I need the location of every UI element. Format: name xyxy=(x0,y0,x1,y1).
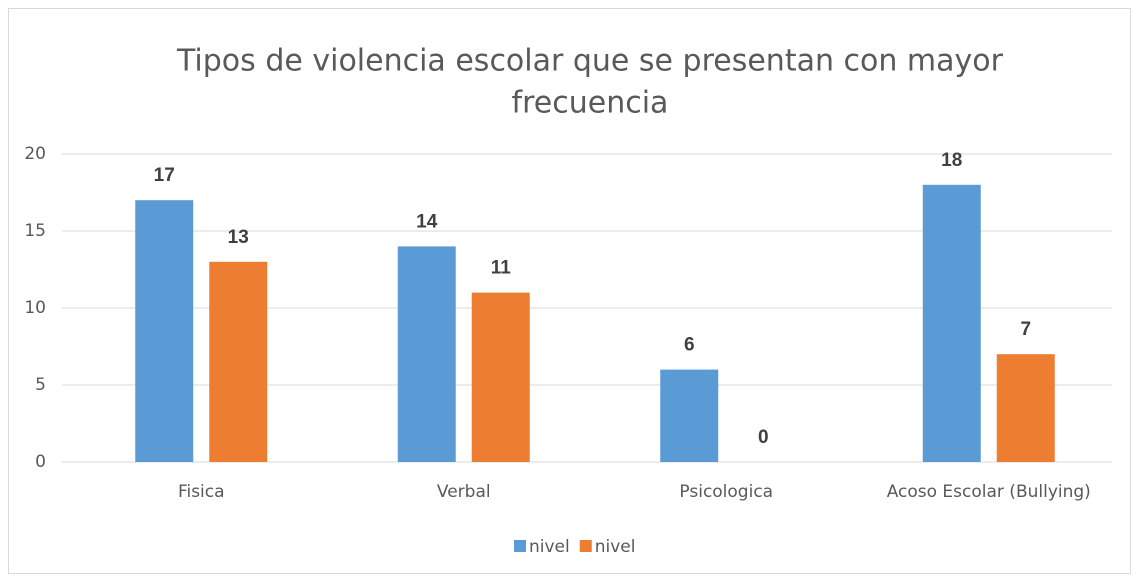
x-tick-label: Acoso Escolar (Bullying) xyxy=(887,482,1091,502)
x-tick-label: Verbal xyxy=(437,482,491,502)
legend-swatch xyxy=(514,540,526,552)
x-tick-label: Psicologica xyxy=(679,482,773,502)
legend-label: nivel xyxy=(529,537,570,557)
y-tick-label: 5 xyxy=(35,375,46,395)
bar xyxy=(471,292,530,462)
value-label: 13 xyxy=(228,227,249,248)
x-tick-label: Fisica xyxy=(178,482,225,502)
bar xyxy=(209,261,268,462)
value-label: 6 xyxy=(684,335,695,356)
chart-title: frecuencia xyxy=(512,86,669,121)
y-tick-label: 15 xyxy=(24,221,46,241)
value-label: 17 xyxy=(154,165,175,186)
bar xyxy=(922,184,981,463)
bar xyxy=(135,200,194,462)
chart-title: Tipos de violencia escolar que se presen… xyxy=(176,44,1004,79)
legend-label: nivel xyxy=(595,537,636,557)
bar xyxy=(397,246,456,462)
y-tick-label: 10 xyxy=(24,298,46,318)
legend-swatch xyxy=(579,540,592,552)
y-tick-label: 20 xyxy=(24,144,46,164)
y-tick-label: 0 xyxy=(35,452,46,472)
bar xyxy=(660,369,719,462)
value-label: 0 xyxy=(758,427,769,448)
bar xyxy=(996,354,1055,462)
value-label: 11 xyxy=(491,258,512,279)
value-label: 14 xyxy=(416,211,438,232)
value-label: 18 xyxy=(941,150,962,171)
value-label: 7 xyxy=(1020,319,1031,340)
